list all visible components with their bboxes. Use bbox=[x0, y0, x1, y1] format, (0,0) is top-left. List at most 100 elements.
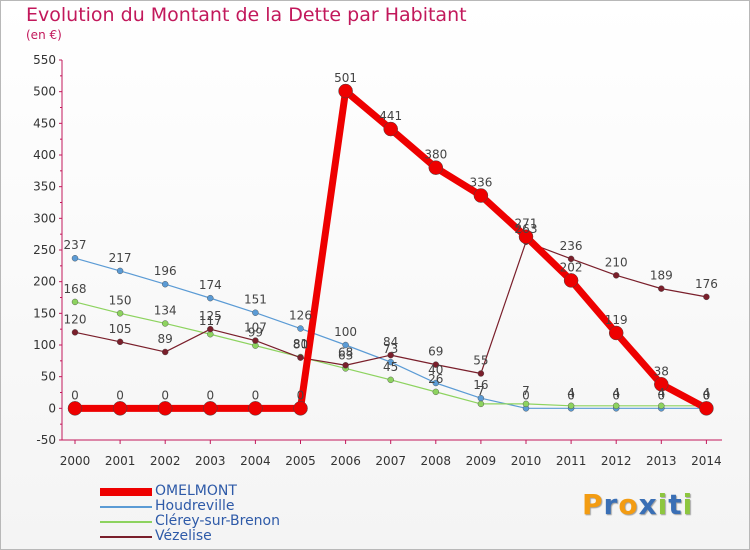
data-point-omelmont bbox=[654, 377, 669, 392]
data-label-v-zelise: 69 bbox=[428, 345, 443, 359]
data-point-v-zelise bbox=[342, 362, 349, 369]
x-tick-label: 2004 bbox=[240, 454, 271, 468]
data-label-v-zelise: 210 bbox=[605, 255, 628, 269]
data-point-omelmont bbox=[518, 229, 534, 244]
data-label-v-zelise: 107 bbox=[244, 321, 267, 335]
data-label-cl-rey-sur-brenon: 150 bbox=[109, 293, 132, 307]
x-tick-label: 2008 bbox=[421, 454, 452, 468]
data-label-v-zelise: 189 bbox=[650, 269, 673, 283]
data-label-v-zelise: 120 bbox=[64, 312, 87, 326]
data-point-omelmont bbox=[608, 325, 624, 341]
data-label-v-zelise: 55 bbox=[473, 354, 488, 368]
y-tick-label: 200 bbox=[33, 275, 56, 289]
legend-swatch-v-zelise bbox=[100, 536, 152, 538]
data-point-omelmont bbox=[157, 401, 173, 416]
data-point-omelmont bbox=[699, 401, 714, 416]
data-point-omelmont bbox=[563, 273, 579, 288]
data-label-omelmont: 0 bbox=[252, 388, 260, 402]
data-point-houdreville bbox=[161, 281, 169, 288]
y-tick-label: 100 bbox=[33, 338, 56, 352]
data-label-omelmont: 0 bbox=[116, 388, 124, 402]
data-label-omelmont: 336 bbox=[469, 176, 492, 190]
data-label-omelmont: 0 bbox=[297, 388, 305, 402]
data-label-cl-rey-sur-brenon: 4 bbox=[703, 386, 711, 400]
y-tick-label: 550 bbox=[33, 53, 56, 67]
data-point-omelmont bbox=[112, 401, 128, 416]
data-label-cl-rey-sur-brenon: 117 bbox=[199, 314, 222, 328]
chart-subtitle: (en €) bbox=[26, 28, 62, 42]
data-label-cl-rey-sur-brenon: 63 bbox=[338, 348, 353, 362]
x-tick-label: 2002 bbox=[150, 454, 181, 468]
data-point-v-zelise bbox=[477, 370, 485, 377]
data-label-omelmont: 0 bbox=[161, 388, 169, 402]
logo-letter: t bbox=[668, 488, 683, 521]
data-label-houdreville: 73 bbox=[383, 342, 398, 356]
data-label-omelmont: 0 bbox=[71, 388, 79, 402]
axes: -500501001502002503003504004505005502000… bbox=[33, 53, 722, 468]
x-tick-label: 2009 bbox=[466, 454, 497, 468]
data-label-v-zelise: 80 bbox=[293, 338, 308, 352]
data-label-houdreville: 174 bbox=[199, 278, 222, 292]
data-label-cl-rey-sur-brenon: 99 bbox=[248, 326, 263, 340]
data-label-houdreville: 16 bbox=[473, 378, 488, 392]
data-point-cl-rey-sur-brenon bbox=[116, 310, 124, 317]
data-point-v-zelise bbox=[207, 325, 214, 333]
data-point-v-zelise bbox=[613, 272, 620, 279]
data-point-omelmont bbox=[248, 401, 263, 416]
data-label-omelmont: 271 bbox=[515, 217, 538, 231]
y-tick-label: 300 bbox=[33, 211, 56, 225]
data-point-omelmont bbox=[383, 121, 398, 137]
logo-letter: P bbox=[582, 488, 604, 521]
data-label-omelmont: 202 bbox=[560, 260, 583, 274]
data-point-houdreville bbox=[297, 325, 304, 332]
data-point-houdreville bbox=[207, 294, 214, 302]
data-label-v-zelise: 68 bbox=[338, 345, 353, 359]
data-point-omelmont bbox=[293, 401, 308, 416]
data-point-v-zelise bbox=[387, 351, 394, 359]
data-label-houdreville: 217 bbox=[109, 251, 132, 265]
y-tick-label: 250 bbox=[33, 243, 56, 257]
data-label-houdreville: 0 bbox=[657, 388, 665, 402]
data-label-houdreville: 100 bbox=[334, 325, 357, 339]
y-tick-label: 450 bbox=[33, 116, 56, 130]
data-point-houdreville bbox=[342, 341, 349, 349]
data-label-houdreville: 151 bbox=[244, 293, 267, 307]
data-point-houdreville bbox=[252, 309, 259, 316]
y-tick-label: 400 bbox=[33, 148, 56, 162]
data-label-cl-rey-sur-brenon: 7 bbox=[477, 384, 485, 398]
y-tick-label: 0 bbox=[48, 401, 56, 415]
y-tick-label: -50 bbox=[36, 433, 56, 447]
data-point-v-zelise bbox=[297, 354, 304, 361]
data-label-v-zelise: 263 bbox=[515, 222, 538, 236]
logo-letter: i bbox=[657, 488, 669, 521]
data-point-cl-rey-sur-brenon bbox=[161, 320, 169, 327]
data-label-cl-rey-sur-brenon: 4 bbox=[567, 386, 575, 400]
data-label-v-zelise: 89 bbox=[158, 332, 173, 346]
legend-swatch-houdreville bbox=[100, 506, 152, 508]
data-label-cl-rey-sur-brenon: 134 bbox=[154, 303, 177, 317]
data-label-houdreville: 0 bbox=[703, 388, 711, 402]
data-label-houdreville: 126 bbox=[289, 309, 312, 323]
legend-label-v-zelise: Vézelise bbox=[155, 528, 212, 544]
y-tick-label: 50 bbox=[41, 370, 56, 384]
y-tick-label: 150 bbox=[33, 306, 56, 320]
data-point-omelmont bbox=[67, 401, 83, 416]
x-tick-label: 2011 bbox=[556, 454, 587, 468]
logo-letter: o bbox=[618, 488, 639, 521]
x-tick-label: 2014 bbox=[691, 454, 722, 468]
data-label-omelmont: 38 bbox=[654, 364, 669, 378]
y-tick-label: 500 bbox=[33, 85, 56, 99]
data-label-v-zelise: 236 bbox=[560, 239, 583, 253]
data-label-cl-rey-sur-brenon: 4 bbox=[657, 386, 665, 400]
data-label-cl-rey-sur-brenon: 4 bbox=[612, 386, 620, 400]
data-label-omelmont: 119 bbox=[605, 313, 628, 327]
data-label-cl-rey-sur-brenon: 26 bbox=[428, 372, 443, 386]
data-label-v-zelise: 105 bbox=[109, 322, 132, 336]
data-label-omelmont: 501 bbox=[334, 71, 357, 85]
data-label-omelmont: 441 bbox=[379, 109, 402, 123]
data-point-omelmont bbox=[338, 83, 353, 99]
data-label-houdreville: 0 bbox=[567, 388, 575, 402]
